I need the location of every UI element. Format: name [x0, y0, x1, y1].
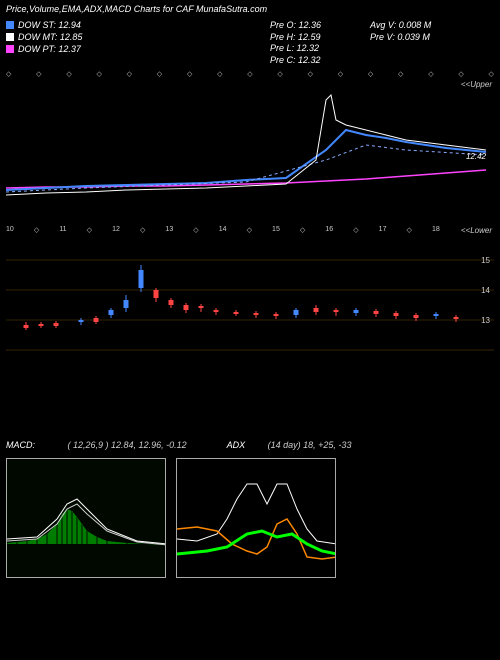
svg-text:14: 14 [481, 286, 490, 295]
macd-panel [6, 458, 166, 578]
indicators-section: MACD: ( 12,26,9 ) 12.84, 12.96, -0.12 AD… [6, 440, 494, 578]
price-chart: <<Upper 12.42 [6, 80, 494, 220]
stats-prev-ohlc: Pre O: 12.36Pre H: 12.59Pre L: 12.32Pre … [270, 20, 321, 67]
svg-text:13: 13 [481, 316, 490, 325]
legend: DOW ST: 12.94DOW MT: 12.85DOW PT: 12.37 [6, 20, 82, 56]
adx-values: (14 day) 18, +25, -33 [268, 440, 352, 450]
current-price: 12.42 [466, 152, 486, 161]
upper-axis-label: <<Upper [461, 80, 492, 89]
lower-axis-label: <<Lower [461, 226, 492, 235]
svg-text:15: 15 [481, 256, 490, 265]
adx-label: ADX [227, 440, 246, 450]
x-axis-markers: 10◇11◇12◇13◇14◇15◇16◇17◇18 [6, 226, 440, 234]
stats-volume: Avg V: 0.008 MPre V: 0.039 M [370, 20, 431, 43]
macd-label: MACD: [6, 440, 35, 450]
chart-title: Price,Volume,EMA,ADX,MACD Charts for CAF… [0, 0, 500, 18]
macd-values: ( 12,26,9 ) 12.84, 12.96, -0.12 [68, 440, 187, 450]
upper-date-markers: ◇◇◇◇◇◇◇◇◇◇◇◇◇◇◇◇◇ [6, 70, 494, 80]
candlestick-chart: 151413 <<Lower [6, 240, 494, 360]
adx-panel [176, 458, 336, 578]
